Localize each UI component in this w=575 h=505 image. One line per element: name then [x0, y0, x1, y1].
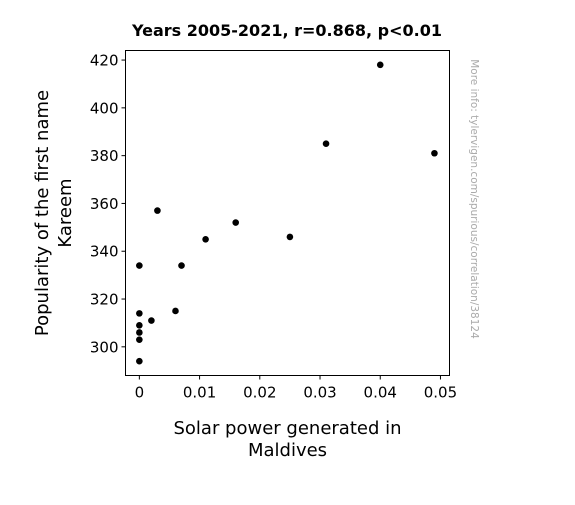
- x-tick-label: 0.04: [364, 384, 397, 402]
- data-point: [286, 233, 294, 241]
- data-point: [202, 235, 209, 243]
- x-tick-label: 0: [135, 384, 145, 402]
- data-point: [154, 207, 161, 214]
- y-tick-label: 360: [90, 195, 119, 213]
- data-point: [232, 219, 240, 226]
- x-tick-label: 0.05: [424, 384, 457, 402]
- y-tick-label: 320: [90, 291, 119, 309]
- data-point: [136, 310, 143, 317]
- x-tick-label: 0.01: [183, 384, 216, 402]
- chart-title: Years 2005-2021, r=0.868, p<0.01: [131, 21, 442, 40]
- data-point: [322, 140, 330, 147]
- x-axis-label-line-2: Maldives: [248, 440, 327, 461]
- data-point: [136, 322, 143, 329]
- y-axis-label-line-1: Popularity of the first name: [32, 90, 53, 336]
- data-point: [136, 329, 143, 336]
- data-point: [172, 307, 179, 315]
- plot-area-frame: [125, 50, 450, 376]
- data-point: [376, 61, 384, 69]
- y-axis-ticks: 300 320 340 360 380 400 420: [90, 52, 126, 356]
- x-tick-label: 0.03: [303, 384, 336, 402]
- data-point: [136, 262, 143, 269]
- y-tick-label: 300: [90, 338, 119, 356]
- x-axis-label-line-1: Solar power generated in: [173, 418, 401, 439]
- y-axis-label-line-2: Kareem: [55, 178, 76, 247]
- x-tick-label: 0.02: [243, 384, 276, 402]
- y-tick-label: 420: [90, 52, 119, 70]
- data-point: [148, 317, 155, 324]
- data-point: [136, 357, 143, 365]
- data-point: [431, 149, 438, 157]
- data-point: [178, 262, 185, 269]
- watermark-text: More info: tylervigen.com/spurious/corre…: [468, 59, 480, 339]
- data-point: [136, 336, 143, 343]
- x-axis-ticks: 0 0.01 0.02 0.03 0.04 0.05: [135, 375, 457, 402]
- y-tick-label: 340: [90, 243, 119, 261]
- y-tick-label: 380: [90, 147, 119, 165]
- data-points: [136, 61, 438, 365]
- y-tick-label: 400: [90, 99, 119, 117]
